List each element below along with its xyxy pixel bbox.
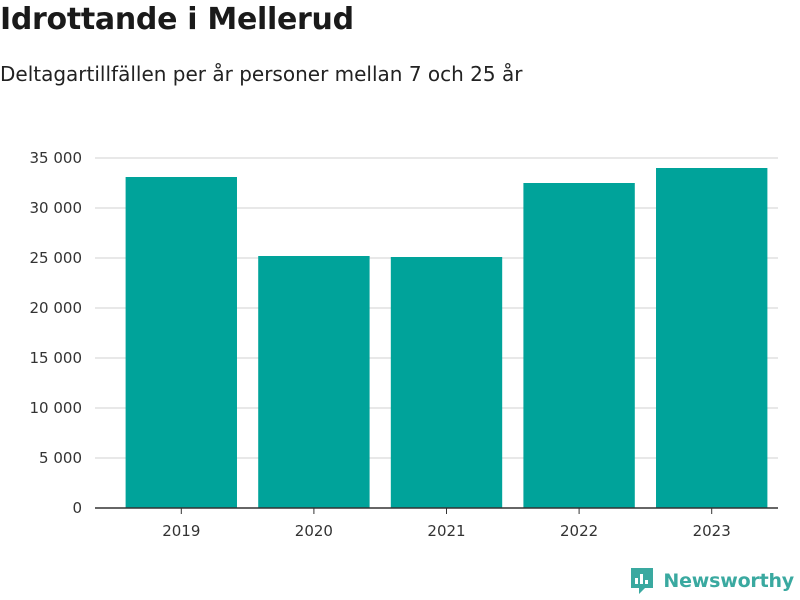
newsworthy-logo-icon	[631, 568, 654, 594]
y-tick-label: 0	[72, 499, 82, 517]
y-tick-label: 35 000	[30, 149, 83, 167]
x-tick-label: 2022	[560, 522, 598, 540]
x-tick-label: 2020	[295, 522, 333, 540]
x-tick-label: 2019	[162, 522, 200, 540]
x-tick-label: 2021	[427, 522, 465, 540]
y-tick-label: 15 000	[30, 349, 83, 367]
y-tick-label: 5 000	[39, 449, 82, 467]
axes: 0 5 000 10 000 15 000 20 000 25 000 30 000 35 0…	[30, 149, 778, 540]
bar-2022	[523, 183, 635, 508]
y-tick-label: 10 000	[30, 399, 83, 417]
bar-2019	[125, 177, 237, 508]
y-tick-label: 20 000	[30, 299, 83, 317]
x-tick-label: 2023	[693, 522, 731, 540]
y-tick-label: 30 000	[30, 199, 83, 217]
chart-title: Idrottande i Mellerud	[0, 2, 354, 37]
brand-logo: Newsworthy	[629, 566, 794, 596]
bar-2020	[258, 256, 370, 508]
brand-name: Newsworthy	[663, 570, 794, 592]
bars	[125, 168, 768, 508]
bar-2023	[656, 168, 768, 508]
chart-subtitle: Deltagartillfällen per år personer mella…	[0, 62, 523, 86]
y-tick-label: 25 000	[30, 249, 83, 267]
bar-2021	[390, 257, 503, 508]
